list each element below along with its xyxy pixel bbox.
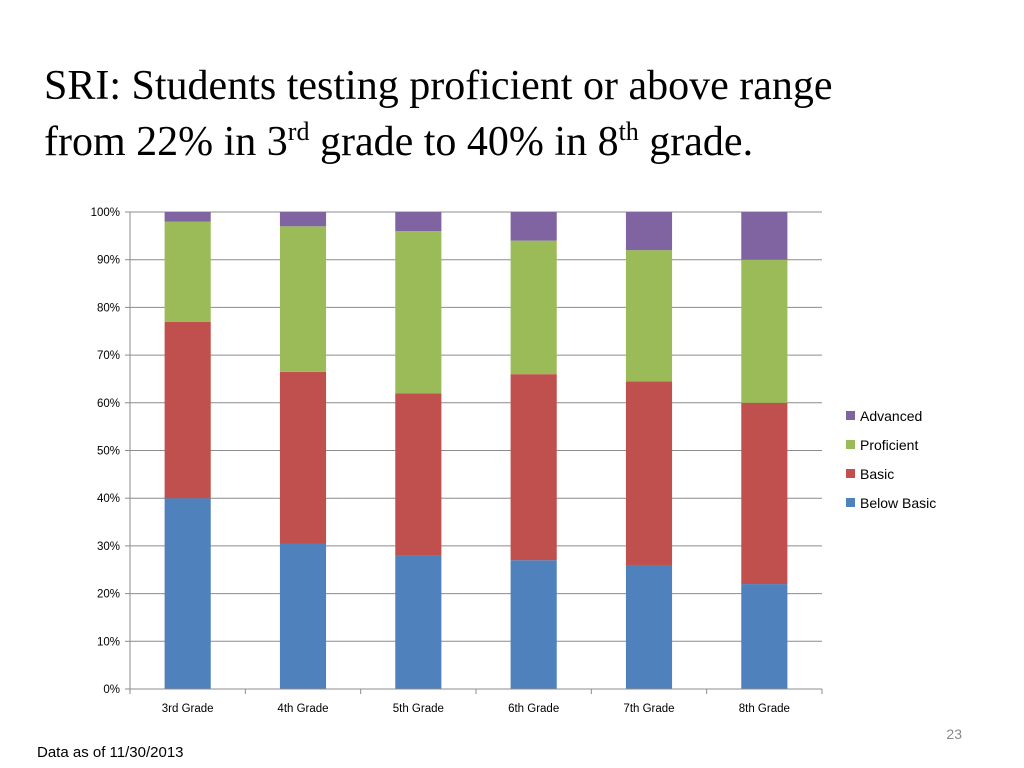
slide-title: SRI: Students testing proficient or abov… xyxy=(44,58,994,170)
legend-label: Basic xyxy=(860,466,894,482)
legend-label: Advanced xyxy=(860,408,922,424)
y-tick-label: 20% xyxy=(97,589,120,601)
bars xyxy=(164,212,788,689)
y-tick-label: 90% xyxy=(97,255,120,267)
title-line-1: SRI: Students testing proficient or abov… xyxy=(44,63,833,109)
title-line-2-part-c: grade. xyxy=(638,119,754,165)
bar-segment-advanced xyxy=(395,212,442,232)
bar-segment-basic xyxy=(279,371,327,544)
x-tick-label: 6th Grade xyxy=(508,703,559,715)
x-tick-label: 7th Grade xyxy=(623,703,674,715)
y-tick-label: 80% xyxy=(97,302,120,314)
title-line-2-part-a: from 22% in 3 xyxy=(44,119,288,165)
bar-segment-below-basic xyxy=(510,560,557,689)
y-tick-label: 60% xyxy=(97,398,120,410)
bar-segment-advanced xyxy=(510,212,557,241)
x-tick-label: 8th Grade xyxy=(739,703,790,715)
y-tick-label: 30% xyxy=(97,541,120,553)
title-superscript-rd: rd xyxy=(287,117,310,146)
bar-segment-advanced xyxy=(741,212,788,260)
data-date-footnote: Data as of 11/30/2013 xyxy=(37,744,184,761)
legend-label: Proficient xyxy=(860,437,918,453)
bar-segment-basic xyxy=(510,374,557,561)
title-superscript-th: th xyxy=(618,117,639,146)
title-line-2-part-b: grade to 40% in 8 xyxy=(309,119,619,165)
y-tick-label: 0% xyxy=(103,684,120,696)
y-tick-label: 10% xyxy=(97,636,120,648)
legend-swatch xyxy=(846,440,855,449)
axes: 0% 10% 20% 30% 40% 50% 60% 70% 80% 90% 100% 3rd Gra… xyxy=(91,207,823,715)
bar-segment-proficient xyxy=(741,259,788,403)
bar-segment-basic xyxy=(164,321,211,499)
bar-segment-basic xyxy=(741,402,788,585)
legend-label: Below Basic xyxy=(860,495,936,511)
y-tick-label: 70% xyxy=(97,350,120,362)
x-tick-label: 5th Grade xyxy=(393,703,444,715)
bar-segment-advanced xyxy=(164,212,211,222)
x-tick-label: 3rd Grade xyxy=(162,703,214,715)
legend-swatch xyxy=(846,469,855,478)
y-tick-label: 50% xyxy=(97,446,120,458)
legend-swatch xyxy=(846,411,855,420)
y-tick-label: 100% xyxy=(91,207,120,219)
legend-swatch xyxy=(846,498,855,507)
bar-segment-basic xyxy=(625,381,673,565)
bar-segment-proficient xyxy=(164,221,211,322)
gridlines xyxy=(130,211,822,642)
bar-segment-below-basic xyxy=(164,498,211,689)
x-tick-label: 4th Grade xyxy=(277,703,328,715)
bar-segment-advanced xyxy=(625,212,673,251)
bar-segment-advanced xyxy=(279,212,327,227)
bar-segment-below-basic xyxy=(625,564,673,689)
page-number: 23 xyxy=(946,726,962,742)
bar-segment-below-basic xyxy=(395,555,442,689)
y-tick-label: 40% xyxy=(97,493,120,505)
legend: Advanced Proficient Basic Below Basic xyxy=(846,408,936,511)
bar-segment-proficient xyxy=(510,240,557,375)
bar-segment-below-basic xyxy=(741,584,788,689)
bar-segment-basic xyxy=(395,393,442,556)
bar-segment-proficient xyxy=(395,231,442,394)
bar-segment-proficient xyxy=(279,226,327,372)
bar-segment-proficient xyxy=(625,250,673,382)
bar-segment-below-basic xyxy=(279,543,327,689)
